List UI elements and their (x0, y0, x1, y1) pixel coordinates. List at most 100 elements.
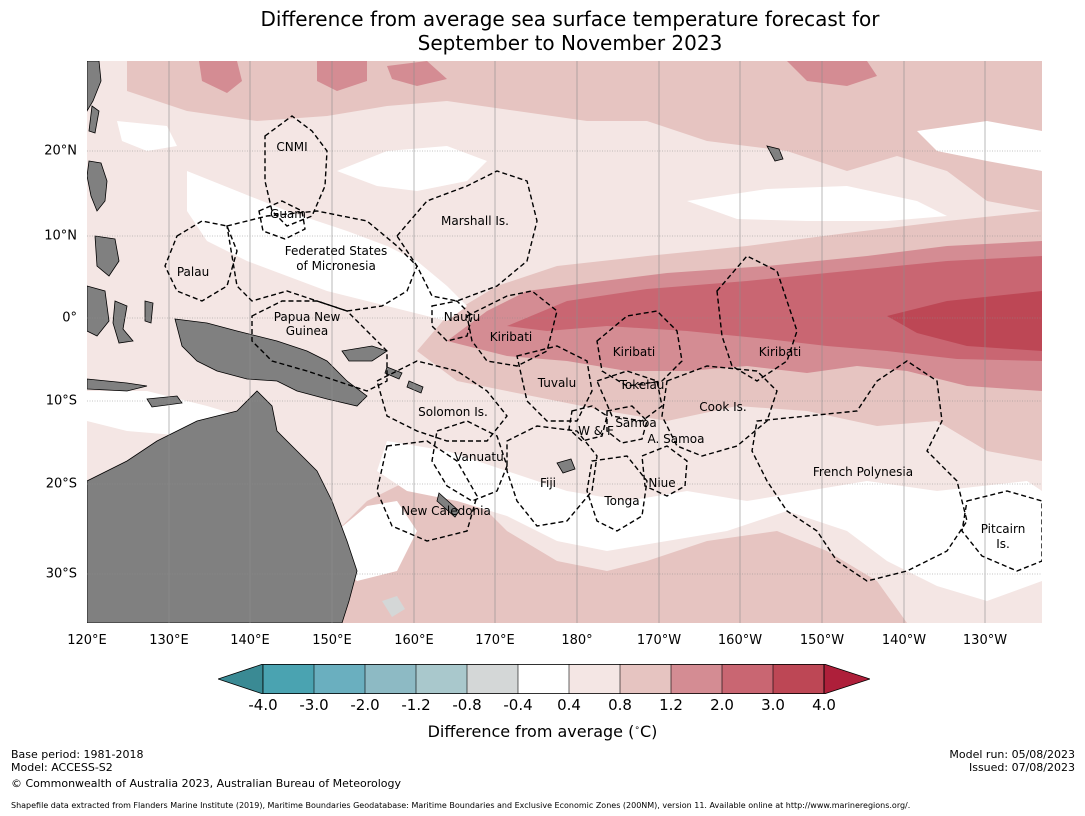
lon-label-170w: 170°W (636, 633, 682, 648)
anomaly-fill-neg-0.4-a (382, 596, 405, 617)
land-mindanao (94, 235, 120, 277)
colorbar-cell-1 (263, 664, 314, 694)
label-samoa: Samoa (615, 416, 656, 430)
eez-fsm (226, 210, 418, 312)
land-masses (87, 61, 784, 623)
eez-solomon (376, 360, 508, 442)
label-new-caledonia: New Caledonia (401, 504, 491, 518)
label-french-polynesia: French Polynesia (813, 465, 913, 479)
eez-nauru (431, 300, 473, 342)
colorbar-tick-7: 0.4 (557, 696, 581, 714)
colorbar-dividers (313, 664, 774, 694)
eez-kiribati-w (466, 290, 558, 367)
label-tonga: Tonga (603, 494, 639, 508)
label-cook: Cook Is. (699, 400, 746, 414)
land-new-caledonia (436, 492, 460, 518)
label-kiribati-w: Kiribati (490, 330, 532, 344)
anomaly-fill-1.2-north-d (787, 61, 877, 86)
anomaly-fill-3.0 (887, 291, 1042, 351)
colorbar-cell-11 (773, 664, 824, 694)
eez-tonga (586, 455, 648, 532)
land-fiji (556, 458, 576, 474)
eez-tokelau (596, 370, 663, 422)
label-palau: Palau (177, 265, 209, 279)
anomaly-fill-neutral-coral-sea (337, 501, 417, 581)
eez-new-caledonia (376, 440, 478, 542)
eez-marshall (396, 170, 538, 302)
colorbar-tick-10: 2.0 (710, 696, 734, 714)
degree-sign: ∘ (634, 723, 640, 734)
label-asamoa: A. Samoa (648, 432, 705, 446)
sst-anomaly-map: CNMI Guam Marshall Is. Federated States … (87, 61, 1042, 623)
colorbar-arrow-max (823, 664, 870, 694)
eez-cook (661, 365, 778, 457)
colorbar-outline (262, 664, 825, 694)
colorbar-label-pre: Difference from average ( (427, 722, 635, 741)
label-wf: W & F (578, 424, 614, 438)
lon-label-160e: 160°E (394, 633, 434, 648)
lon-label-140e: 140°E (230, 633, 270, 648)
eez-palau (164, 220, 238, 302)
label-cnmi: CNMI (276, 140, 307, 154)
label-pitcairn-1: Pitcairn (981, 522, 1026, 536)
anomaly-fill-neutral-ne (917, 121, 1042, 171)
anomaly-fill-neutral-nw (117, 121, 177, 151)
colorbar-tick-11: 3.0 (761, 696, 785, 714)
colorbar-tick-9: 1.2 (659, 696, 683, 714)
label-png-2: Guinea (286, 324, 329, 338)
eez-png (251, 300, 388, 392)
colorbar-cell-2 (314, 664, 365, 694)
colorbar-arrow-min (218, 664, 264, 694)
lon-label-150e: 150°E (312, 633, 352, 648)
land-sulawesi (112, 300, 134, 344)
land-new-britain (341, 345, 388, 362)
label-niue: Niue (648, 476, 675, 490)
colorbar-cell-4 (416, 664, 467, 694)
anomaly-fill-1.2-north-a (317, 61, 367, 91)
colorbar-tick-2: -3.0 (299, 696, 329, 714)
eez-fiji (506, 425, 598, 527)
label-png-1: Papua New (274, 310, 341, 324)
colorbar-tick-4: -1.2 (401, 696, 431, 714)
eez-tuvalu (516, 345, 593, 422)
lon-label-140w: 140°W (881, 633, 927, 648)
label-pitcairn-2: Is. (996, 537, 1010, 551)
label-fsm-1: Federated States (285, 244, 387, 258)
label-solomon: Solomon Is. (418, 405, 488, 419)
lat-label-20s: 20°S (45, 476, 77, 492)
colorbar-cell-7 (569, 664, 620, 694)
land-hawaii (766, 145, 784, 162)
label-vanuatu: Vanuatu (454, 450, 504, 464)
footer-issued: Issued: 07/08/2023 (968, 761, 1075, 774)
colorbar-tick-8: 0.8 (608, 696, 632, 714)
colorbar-cell-3 (365, 664, 416, 694)
colorbar (218, 664, 870, 694)
colorbar-cell-9 (671, 664, 722, 694)
anomaly-fill-0.8-south (337, 481, 907, 623)
anomaly-fill-neutral-sw (377, 441, 1042, 601)
land-solomon-b (406, 380, 424, 394)
map-title: Difference from average sea surface temp… (0, 7, 1085, 55)
colorbar-tick-1: -4.0 (248, 696, 278, 714)
footer-shapefile-credit: Shapefile data extracted from Flanders M… (11, 801, 911, 810)
anomaly-fill-neutral-east-north (687, 186, 947, 221)
colorbar-label-post: C) (639, 722, 658, 741)
eez-niue (641, 445, 688, 497)
label-nauru: Nauru (444, 310, 480, 324)
colorbar-label: Difference from average (∘C) (0, 722, 1085, 741)
lon-label-180: 180° (561, 633, 593, 648)
footer-base-period: Base period: 1981-2018 (11, 748, 144, 761)
anomaly-fill-1.2-north-c (387, 61, 447, 86)
anomaly-fill-0.8-north (127, 61, 1042, 211)
colorbar-tick-5: -0.8 (452, 696, 482, 714)
land-taiwan (88, 105, 100, 134)
anomaly-fill-2.0 (507, 256, 1042, 361)
land-luzon (87, 160, 108, 212)
lon-label-130w: 130°W (962, 633, 1008, 648)
eez-vanuatu (431, 420, 508, 502)
land-australia (87, 390, 358, 623)
lon-label-160w: 160°W (717, 633, 763, 648)
label-kiribati-e: Kiribati (759, 345, 801, 359)
land-asia (87, 61, 102, 112)
colorbar-tick-3: -2.0 (350, 696, 380, 714)
